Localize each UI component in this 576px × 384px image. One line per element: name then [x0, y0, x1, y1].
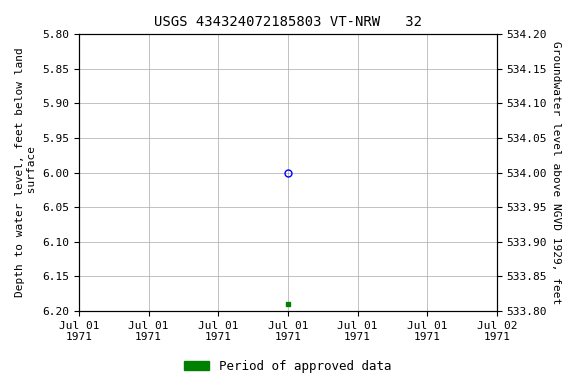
Y-axis label: Depth to water level, feet below land
 surface: Depth to water level, feet below land su…: [15, 48, 37, 298]
Legend: Period of approved data: Period of approved data: [179, 355, 397, 378]
Y-axis label: Groundwater level above NGVD 1929, feet: Groundwater level above NGVD 1929, feet: [551, 41, 561, 304]
Title: USGS 434324072185803 VT-NRW   32: USGS 434324072185803 VT-NRW 32: [154, 15, 422, 29]
